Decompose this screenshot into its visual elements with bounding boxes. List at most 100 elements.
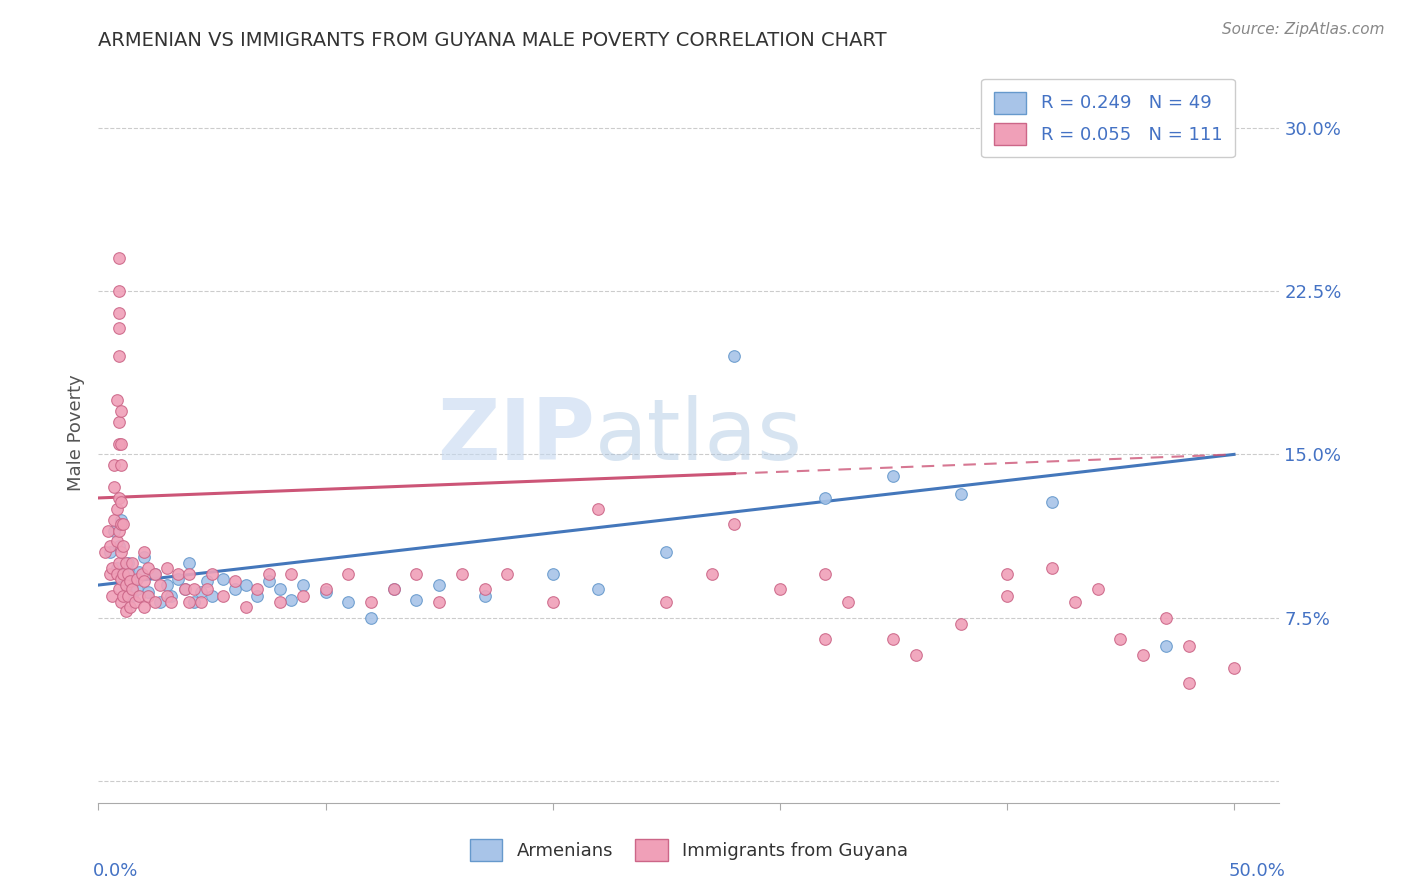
Point xyxy=(257,567,280,582)
Point xyxy=(117,589,139,603)
Point xyxy=(105,560,128,574)
Point xyxy=(143,595,166,609)
Point xyxy=(112,517,135,532)
Point xyxy=(291,589,314,603)
Point xyxy=(360,611,382,625)
Point xyxy=(769,582,792,597)
Point xyxy=(882,469,904,483)
Point xyxy=(121,589,143,603)
Point xyxy=(103,458,125,473)
Text: ARMENIAN VS IMMIGRANTS FROM GUYANA MALE POVERTY CORRELATION CHART: ARMENIAN VS IMMIGRANTS FROM GUYANA MALE … xyxy=(98,30,887,50)
Point xyxy=(132,574,155,588)
Point xyxy=(98,545,121,559)
Point xyxy=(101,560,124,574)
Point xyxy=(167,567,190,582)
Point xyxy=(1177,639,1199,653)
Point xyxy=(257,574,280,588)
Point xyxy=(108,582,131,597)
Point xyxy=(94,545,117,559)
Point xyxy=(105,392,128,407)
Point xyxy=(655,545,678,559)
Point xyxy=(1154,611,1177,625)
Point xyxy=(541,567,564,582)
Point xyxy=(655,595,678,609)
Point xyxy=(183,582,205,597)
Point xyxy=(138,589,160,603)
Point xyxy=(1064,595,1087,609)
Point xyxy=(427,595,450,609)
Point xyxy=(108,306,131,320)
Point xyxy=(201,567,224,582)
Point xyxy=(280,567,302,582)
Point xyxy=(110,495,132,509)
Point xyxy=(212,572,235,586)
Point xyxy=(586,501,609,516)
Point xyxy=(132,545,155,559)
Point xyxy=(108,350,131,364)
Point xyxy=(105,567,128,582)
Point xyxy=(337,595,360,609)
Point xyxy=(108,284,131,298)
Point xyxy=(179,556,201,570)
Point xyxy=(1109,632,1132,647)
Point xyxy=(183,595,205,609)
Point xyxy=(173,582,195,597)
Point xyxy=(125,572,148,586)
Point xyxy=(905,648,928,662)
Point xyxy=(160,589,183,603)
Point xyxy=(950,486,973,500)
Point xyxy=(224,582,246,597)
Point xyxy=(197,582,219,597)
Point xyxy=(246,589,269,603)
Point xyxy=(197,574,219,588)
Point xyxy=(224,574,246,588)
Point xyxy=(450,567,472,582)
Point xyxy=(108,556,131,570)
Point xyxy=(117,556,139,570)
Point xyxy=(382,582,405,597)
Point xyxy=(337,567,360,582)
Point xyxy=(1132,648,1154,662)
Point xyxy=(132,549,155,564)
Point xyxy=(837,595,859,609)
Point xyxy=(269,582,291,597)
Point xyxy=(235,578,257,592)
Point xyxy=(155,589,177,603)
Y-axis label: Male Poverty: Male Poverty xyxy=(66,375,84,491)
Point xyxy=(315,584,337,599)
Point xyxy=(108,491,131,505)
Text: Source: ZipAtlas.com: Source: ZipAtlas.com xyxy=(1222,22,1385,37)
Point xyxy=(155,578,177,592)
Point xyxy=(120,574,142,588)
Point xyxy=(124,595,146,609)
Point xyxy=(108,524,131,538)
Point xyxy=(950,617,973,632)
Point xyxy=(269,595,291,609)
Point xyxy=(110,404,132,418)
Point xyxy=(882,632,904,647)
Point xyxy=(496,567,519,582)
Point xyxy=(149,595,172,609)
Point xyxy=(1177,676,1199,690)
Point xyxy=(108,415,131,429)
Point xyxy=(155,560,177,574)
Point xyxy=(315,582,337,597)
Point xyxy=(128,589,150,603)
Legend: Armenians, Immigrants from Guyana: Armenians, Immigrants from Guyana xyxy=(463,831,915,868)
Point xyxy=(105,534,128,549)
Point xyxy=(1087,582,1109,597)
Point xyxy=(190,595,212,609)
Point xyxy=(1040,560,1063,574)
Point xyxy=(179,595,201,609)
Point xyxy=(173,582,195,597)
Point xyxy=(360,595,382,609)
Point xyxy=(110,458,132,473)
Point xyxy=(427,578,450,592)
Point xyxy=(143,567,166,582)
Point xyxy=(103,513,125,527)
Point xyxy=(149,578,172,592)
Text: 0.0%: 0.0% xyxy=(93,862,138,880)
Point xyxy=(131,567,153,582)
Point xyxy=(112,567,135,582)
Point xyxy=(474,589,496,603)
